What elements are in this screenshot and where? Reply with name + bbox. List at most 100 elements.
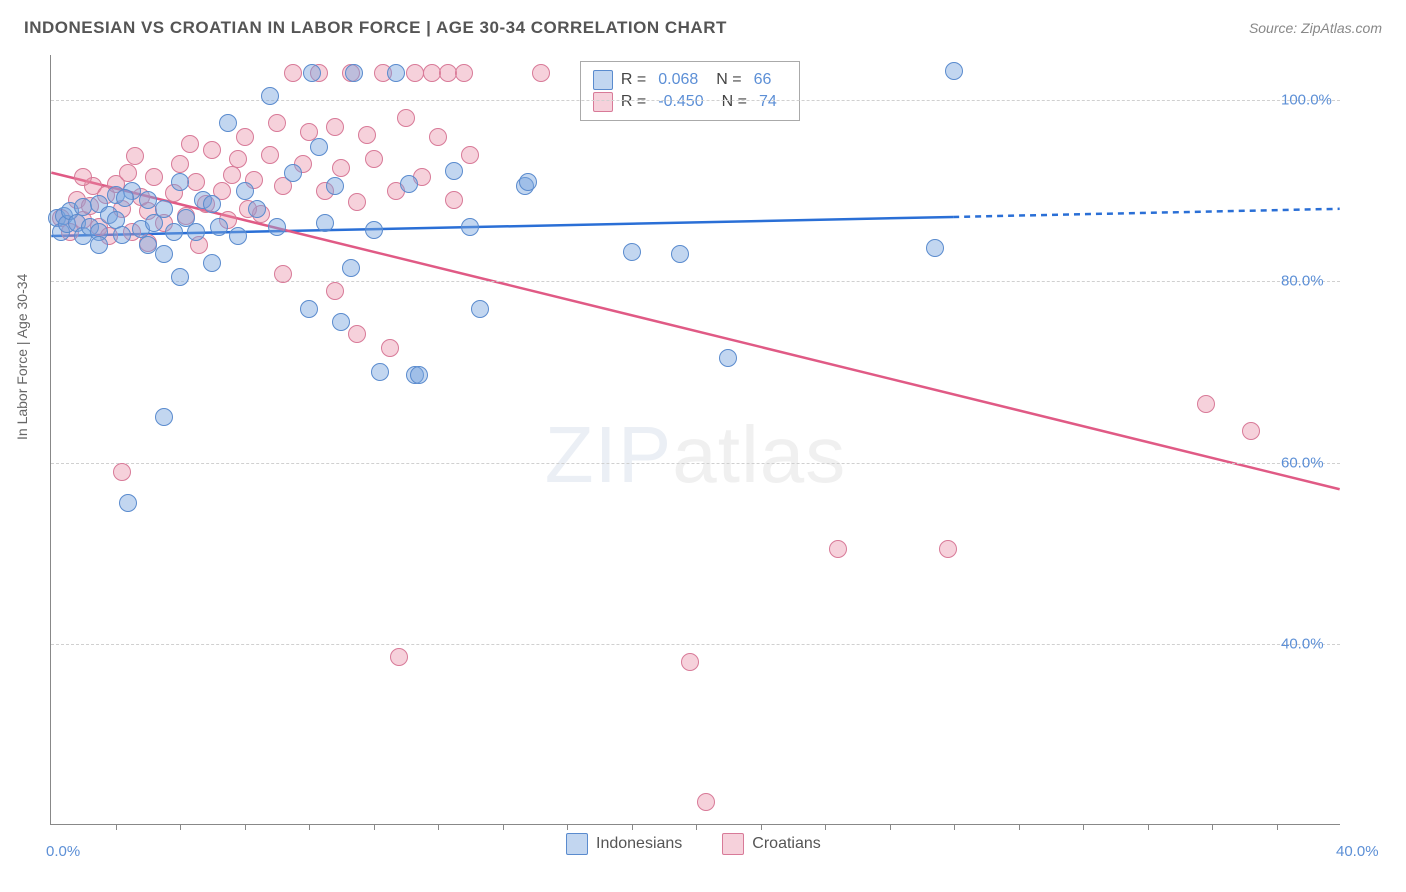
data-point-indonesians xyxy=(400,175,418,193)
gridline xyxy=(51,463,1340,464)
legend-item-indonesians: Indonesians xyxy=(566,833,682,855)
stats-r-label: R = xyxy=(621,71,646,89)
data-point-croatians xyxy=(939,540,957,558)
data-point-indonesians xyxy=(90,236,108,254)
legend-swatch xyxy=(593,70,613,90)
stats-legend: R = 0.068 N = 66 R = -0.450N = 74 xyxy=(580,61,800,121)
data-point-indonesians xyxy=(310,138,328,156)
x-tick xyxy=(761,824,762,830)
x-tick xyxy=(1148,824,1149,830)
data-point-croatians xyxy=(187,173,205,191)
data-point-indonesians xyxy=(300,300,318,318)
data-point-indonesians xyxy=(203,254,221,272)
data-point-indonesians xyxy=(303,64,321,82)
data-point-croatians xyxy=(445,191,463,209)
data-point-croatians xyxy=(455,64,473,82)
stats-n-label: N = xyxy=(716,71,741,89)
data-point-indonesians xyxy=(155,408,173,426)
data-point-croatians xyxy=(113,463,131,481)
y-axis-title: In Labor Force | Age 30-34 xyxy=(14,274,30,440)
data-point-croatians xyxy=(348,193,366,211)
data-point-croatians xyxy=(126,147,144,165)
x-tick xyxy=(1212,824,1213,830)
data-point-croatians xyxy=(223,166,241,184)
x-tick xyxy=(503,824,504,830)
data-point-indonesians xyxy=(471,300,489,318)
data-point-croatians xyxy=(171,155,189,173)
data-point-indonesians xyxy=(203,195,221,213)
data-point-croatians xyxy=(181,135,199,153)
data-point-croatians xyxy=(274,265,292,283)
stats-n-value: 66 xyxy=(754,71,772,89)
stats-row-croatians: R = -0.450N = 74 xyxy=(593,92,787,112)
data-point-indonesians xyxy=(165,223,183,241)
data-point-croatians xyxy=(326,118,344,136)
legend-label: Indonesians xyxy=(596,835,682,853)
y-tick-label: 60.0% xyxy=(1281,454,1341,471)
watermark-bold: ZIP xyxy=(545,410,672,499)
data-point-indonesians xyxy=(519,173,537,191)
data-point-indonesians xyxy=(219,114,237,132)
data-point-croatians xyxy=(397,109,415,127)
source-label: Source: ZipAtlas.com xyxy=(1249,20,1382,36)
legend-label: Croatians xyxy=(752,835,820,853)
watermark: ZIPatlas xyxy=(545,409,846,501)
legend-swatch xyxy=(593,92,613,112)
stats-n-label: N = xyxy=(722,93,747,111)
data-point-indonesians xyxy=(113,226,131,244)
x-tick xyxy=(890,824,891,830)
x-tick xyxy=(438,824,439,830)
data-point-indonesians xyxy=(926,239,944,257)
x-tick xyxy=(374,824,375,830)
data-point-indonesians xyxy=(284,164,302,182)
data-point-indonesians xyxy=(229,227,247,245)
legend-swatch xyxy=(566,833,588,855)
y-tick-label: 100.0% xyxy=(1281,92,1341,109)
stats-r-label: R = xyxy=(621,93,646,111)
data-point-indonesians xyxy=(623,243,641,261)
data-point-croatians xyxy=(348,325,366,343)
y-tick-label: 40.0% xyxy=(1281,635,1341,652)
data-point-croatians xyxy=(236,128,254,146)
series-legend: Indonesians Croatians xyxy=(566,833,821,855)
x-tick xyxy=(567,824,568,830)
gridline xyxy=(51,100,1340,101)
data-point-indonesians xyxy=(210,218,228,236)
gridline xyxy=(51,644,1340,645)
stats-r-value: 0.068 xyxy=(658,71,698,89)
x-tick xyxy=(245,824,246,830)
data-point-indonesians xyxy=(371,363,389,381)
gridline xyxy=(51,281,1340,282)
data-point-croatians xyxy=(1197,395,1215,413)
data-point-indonesians xyxy=(387,64,405,82)
data-point-indonesians xyxy=(171,173,189,191)
x-tick xyxy=(825,824,826,830)
legend-item-croatians: Croatians xyxy=(722,833,820,855)
x-tick xyxy=(116,824,117,830)
data-point-croatians xyxy=(268,114,286,132)
data-point-croatians xyxy=(261,146,279,164)
data-point-indonesians xyxy=(345,64,363,82)
data-point-indonesians xyxy=(461,218,479,236)
plot-area: ZIPatlas R = 0.068 N = 66 R = -0.450N = 74… xyxy=(50,55,1340,825)
data-point-indonesians xyxy=(671,245,689,263)
data-point-indonesians xyxy=(316,214,334,232)
stats-n-value: 74 xyxy=(759,93,777,111)
data-point-croatians xyxy=(390,648,408,666)
data-point-croatians xyxy=(429,128,447,146)
trend-line xyxy=(953,209,1339,217)
stats-row-indonesians: R = 0.068 N = 66 xyxy=(593,70,787,90)
data-point-croatians xyxy=(1242,422,1260,440)
trend-lines xyxy=(51,55,1340,824)
data-point-indonesians xyxy=(187,223,205,241)
data-point-indonesians xyxy=(155,245,173,263)
x-tick xyxy=(632,824,633,830)
data-point-indonesians xyxy=(268,218,286,236)
data-point-croatians xyxy=(358,126,376,144)
chart-title: INDONESIAN VS CROATIAN IN LABOR FORCE | … xyxy=(24,18,727,38)
data-point-indonesians xyxy=(445,162,463,180)
x-tick xyxy=(1083,824,1084,830)
data-point-croatians xyxy=(332,159,350,177)
data-point-croatians xyxy=(681,653,699,671)
x-tick-label: 40.0% xyxy=(1336,843,1379,860)
